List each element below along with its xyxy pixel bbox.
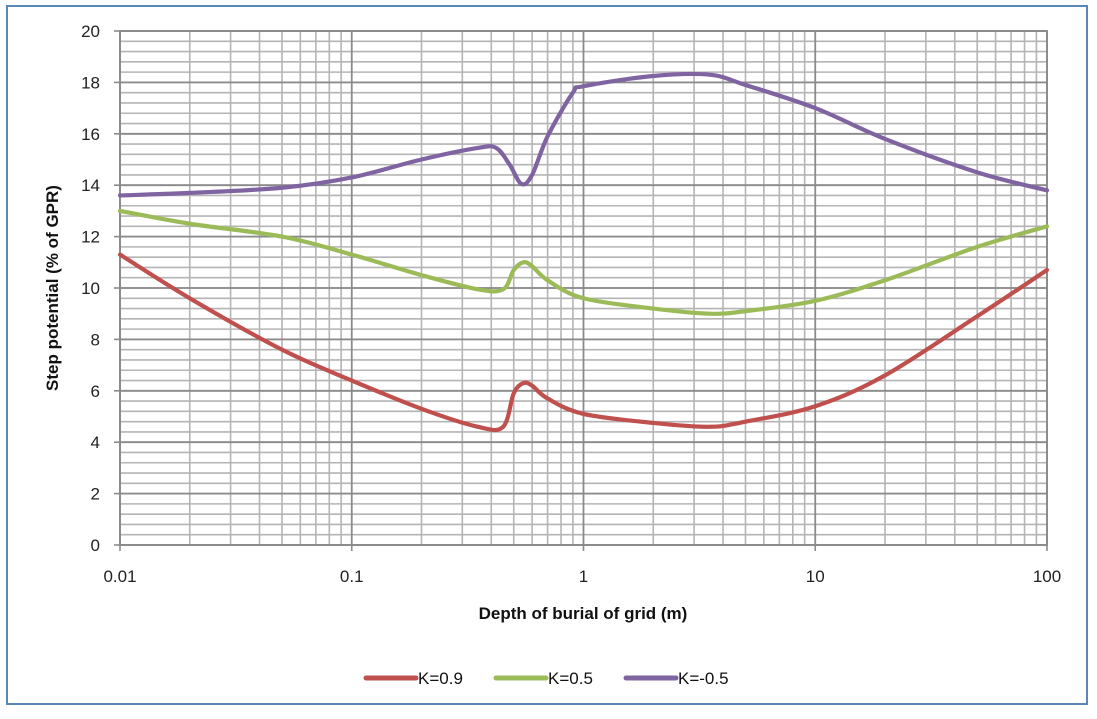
y-tick-label: 6 [91,382,100,401]
y-tick-label: 0 [91,536,100,555]
y-tick-label: 20 [81,22,100,41]
legend-label: K=0.9 [418,669,463,688]
legend-label: K=0.5 [548,669,593,688]
y-tick-label: 12 [81,228,100,247]
y-axis-title: Step potential (% of GPR) [43,185,62,391]
x-tick-label: 0.1 [340,567,364,586]
legend: K=0.9 K=0.5 K=-0.5 [363,669,729,688]
x-tick-label: 1 [579,567,588,586]
x-tick-label: 100 [1033,567,1061,586]
y-tick-label: 18 [81,73,100,92]
y-tick-label: 14 [81,176,100,195]
y-tick-label: 2 [91,485,100,504]
y-tick-label: 16 [81,125,100,144]
x-tick-label: 0.01 [103,567,136,586]
legend-label: K=-0.5 [678,669,729,688]
y-tick-label: 8 [91,330,100,349]
y-tick-label: 4 [91,433,100,452]
y-axis-ticks: 0 2 4 6 8 10 12 14 16 18 20 [81,22,120,555]
x-axis-title: Depth of burial of grid (m) [479,604,688,623]
y-tick-label: 10 [81,279,100,298]
series-line [117,208,1050,316]
series-line [117,252,1050,433]
x-tick-label: 10 [806,567,825,586]
series-line [117,71,1050,198]
data-series [117,71,1050,433]
x-axis-ticks: 0.01 0.1 1 10 100 [103,545,1061,586]
